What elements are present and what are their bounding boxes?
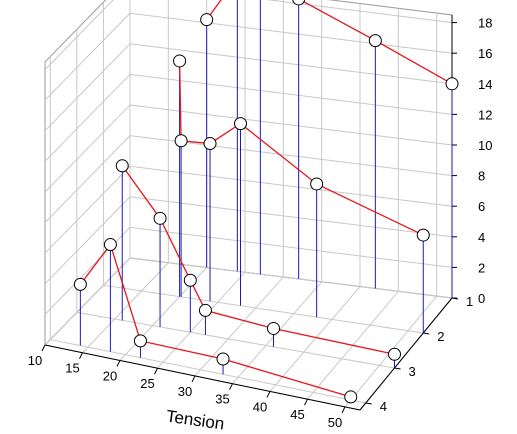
gridline-z-back xyxy=(129,165,453,207)
gridline-y-floor xyxy=(76,311,395,369)
chart-points xyxy=(73,0,459,404)
series-line xyxy=(206,0,453,85)
data-point xyxy=(292,0,306,6)
data-point xyxy=(183,273,197,287)
gridline-y-floor xyxy=(50,339,366,404)
y-tick-label: 1 xyxy=(466,294,473,309)
gridline-z-left xyxy=(44,135,131,223)
data-point xyxy=(310,177,324,191)
data-point xyxy=(174,134,188,148)
data-point xyxy=(216,352,230,366)
z-tick-label: 16 xyxy=(478,46,492,61)
x-tick-label: 15 xyxy=(65,361,79,376)
gridline-z-left xyxy=(44,74,131,162)
gridline-z-back xyxy=(266,0,453,24)
x-tick-label: 10 xyxy=(28,353,42,368)
gridline-z-left xyxy=(44,104,131,193)
gridline-x-floor xyxy=(157,271,246,369)
data-point xyxy=(234,117,247,131)
gridline-x-floor xyxy=(194,276,284,377)
gridline-z-back xyxy=(129,257,453,299)
x-tick-label: 25 xyxy=(140,376,154,391)
z-tick-label: 0 xyxy=(478,291,485,306)
gridline-z-left xyxy=(44,196,131,285)
gridline-z-back xyxy=(129,226,453,268)
data-point xyxy=(198,303,212,317)
y-tick-mark xyxy=(365,402,372,405)
x-tick-label: 50 xyxy=(328,415,342,430)
gridline-z-back xyxy=(129,73,453,115)
z-tick-label: 14 xyxy=(478,77,492,92)
x-tick-mark xyxy=(154,367,158,375)
data-point xyxy=(368,34,382,48)
gridline-z-back xyxy=(129,104,453,146)
y-tick-mark xyxy=(394,367,401,370)
x-tick-label: 35 xyxy=(215,392,229,407)
z-tick-label: 6 xyxy=(478,199,485,214)
gridline-z-back xyxy=(129,12,453,54)
x-tick-mark xyxy=(41,344,46,352)
gridline-z-left xyxy=(44,165,131,254)
data-point xyxy=(173,54,187,68)
data-point xyxy=(416,228,430,242)
z-tick-label: 4 xyxy=(478,230,485,245)
data-point xyxy=(344,390,358,404)
x-tick-mark xyxy=(191,375,196,383)
x-tick-label: 45 xyxy=(290,407,304,422)
z-tick-label: 10 xyxy=(478,138,492,153)
y-tick-mark xyxy=(423,332,430,335)
x-tick-label: 40 xyxy=(253,399,267,414)
data-point xyxy=(203,137,217,151)
x-tick-mark xyxy=(266,391,271,398)
x-tick-label: 20 xyxy=(103,368,117,383)
data-point xyxy=(388,347,401,361)
y-tick-label: 4 xyxy=(380,399,387,414)
gridline-x-floor xyxy=(82,262,169,354)
y-tick-label: 3 xyxy=(409,364,416,379)
gridline-y-floor xyxy=(103,284,424,334)
data-point xyxy=(103,238,117,252)
y-axis-line xyxy=(359,297,453,411)
gridline-x-floor xyxy=(269,286,361,392)
chart-gridlines xyxy=(44,0,453,408)
x-tick-label: 30 xyxy=(178,384,192,399)
back-wall xyxy=(129,0,453,299)
data-point xyxy=(115,159,129,173)
gridline-z-left xyxy=(44,43,131,132)
gridline-z-left xyxy=(44,12,131,101)
series-line xyxy=(121,165,395,355)
z-tick-label: 12 xyxy=(478,107,492,122)
x-tick-mark xyxy=(79,352,83,359)
z-tick-label: 18 xyxy=(478,16,492,31)
series-line xyxy=(178,60,424,236)
data-point xyxy=(200,13,214,27)
left-wall xyxy=(44,0,131,347)
gridline-z-back xyxy=(129,196,453,238)
data-point xyxy=(73,277,87,291)
data-point xyxy=(133,334,147,348)
x-tick-mark xyxy=(116,360,121,367)
x-tick-mark xyxy=(341,406,346,414)
gridline-z-back xyxy=(129,43,453,85)
x-tick-mark xyxy=(304,398,308,406)
y-tick-label: 2 xyxy=(437,329,444,344)
data-point xyxy=(153,211,167,225)
chart-walls xyxy=(44,0,453,411)
z-tick-label: 8 xyxy=(478,169,485,184)
x-tick-mark xyxy=(229,383,233,390)
data-point xyxy=(445,77,459,91)
data-point xyxy=(267,321,280,335)
z-tick-label: 2 xyxy=(478,260,485,275)
gridline-z-left xyxy=(44,0,114,70)
gridline-z-left xyxy=(44,257,131,346)
x-axis-title: Tension xyxy=(165,407,226,434)
